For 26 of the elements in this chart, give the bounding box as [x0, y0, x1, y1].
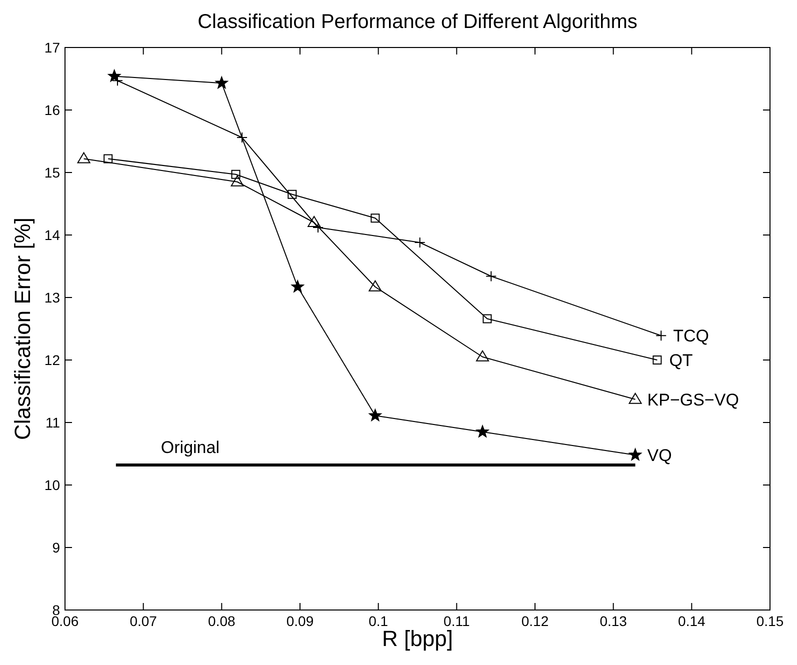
- series-label: KP−GS−VQ: [647, 390, 739, 410]
- y-tick-label: 17: [44, 40, 60, 56]
- x-tick-label: 0.11: [444, 613, 470, 629]
- x-axis-title: R [bpp]: [382, 626, 453, 651]
- x-tick-label: 0.09: [286, 613, 314, 629]
- series-label: QT: [669, 351, 693, 370]
- y-tick-label: 15: [44, 164, 60, 180]
- y-tick-label: 11: [45, 414, 60, 430]
- y-axis-title: Classification Error [%]: [10, 217, 35, 440]
- y-tick-label: 10: [44, 477, 60, 493]
- y-tick-label: 12: [44, 352, 60, 368]
- y-tick-label: 9: [52, 540, 60, 556]
- x-tick-label: 0.13: [600, 613, 628, 629]
- y-tick-label: 16: [44, 102, 60, 118]
- y-tick-label: 13: [44, 290, 60, 306]
- x-tick-label: 0.14: [678, 613, 706, 629]
- x-tick-label: 0.08: [208, 613, 236, 629]
- x-tick-label: 0.15: [756, 613, 784, 629]
- chart-title: Classification Performance of Different Algorithms: [198, 11, 638, 33]
- x-tick-label: 0.07: [130, 613, 158, 629]
- series-label: Original: [160, 438, 220, 457]
- x-tick-label: 0.12: [521, 613, 549, 629]
- y-tick-label: 14: [44, 227, 60, 243]
- series-label: VQ: [647, 446, 672, 465]
- x-tick-label: 0.1: [368, 613, 388, 629]
- series-label: TCQ: [673, 326, 710, 346]
